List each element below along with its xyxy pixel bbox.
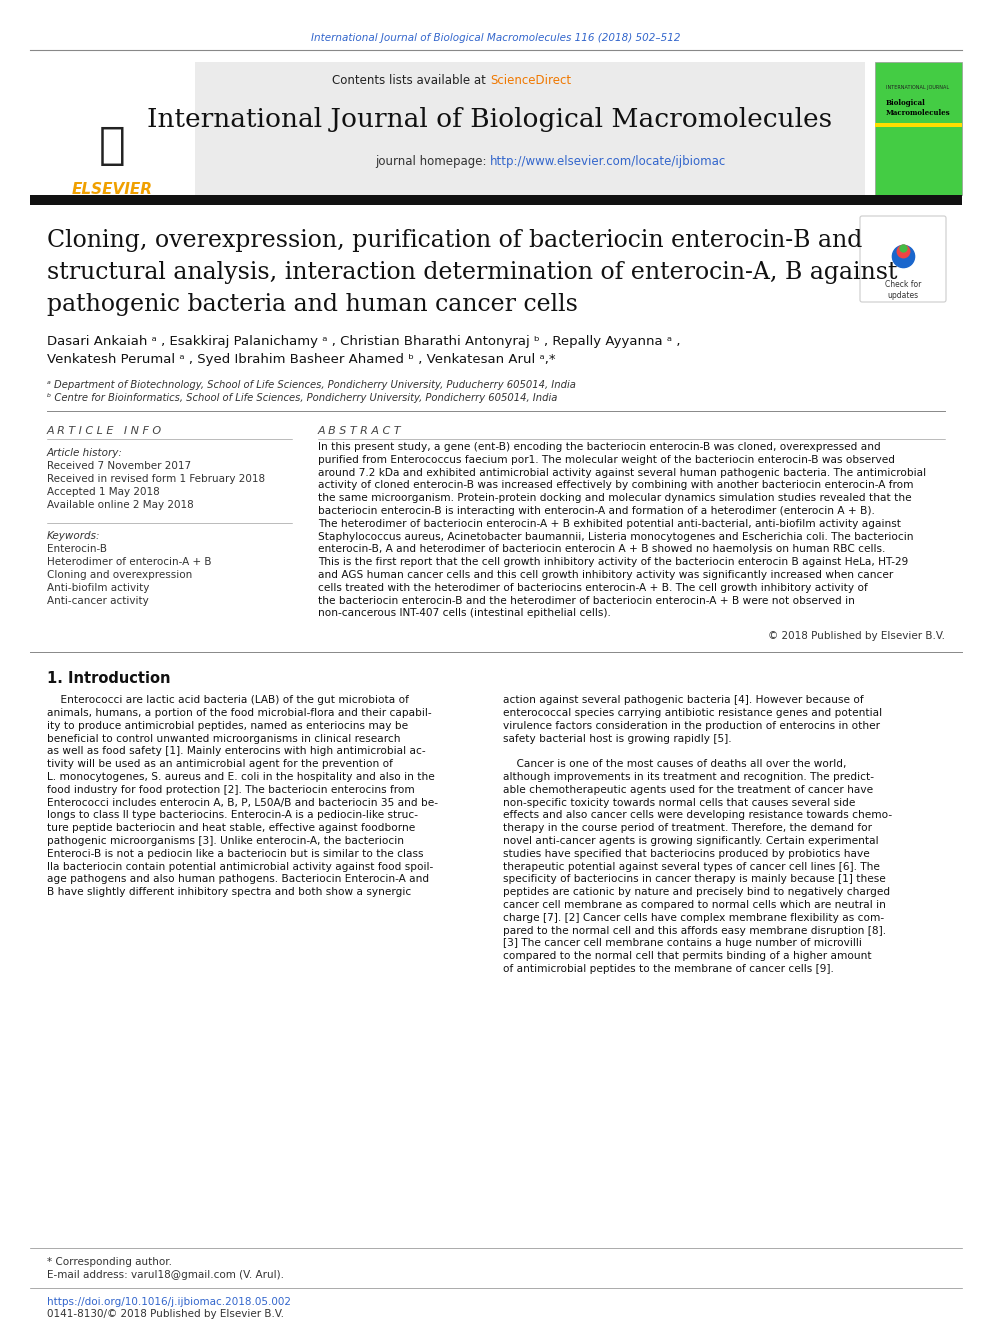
Text: cancer cell membrane as compared to normal cells which are neutral in: cancer cell membrane as compared to norm… [503,900,886,910]
Text: novel anti-cancer agents is growing significantly. Certain experimental: novel anti-cancer agents is growing sign… [503,836,879,845]
Text: the same microorganism. Protein-protein docking and molecular dynamics simulatio: the same microorganism. Protein-protein … [318,493,912,503]
Text: Contents lists available at: Contents lists available at [332,74,490,86]
Text: cells treated with the heterodimer of bacteriocins enterocin-A + B. The cell gro: cells treated with the heterodimer of ba… [318,583,868,593]
Text: around 7.2 kDa and exhibited antimicrobial activity against several human pathog: around 7.2 kDa and exhibited antimicrobi… [318,467,927,478]
Text: Cloning and overexpression: Cloning and overexpression [47,570,192,579]
Text: 🌲: 🌲 [98,123,125,167]
Text: pathogenic microorganisms [3]. Unlike enterocin-A, the bacteriocin: pathogenic microorganisms [3]. Unlike en… [47,836,404,845]
Text: http://www.elsevier.com/locate/ijbiomac: http://www.elsevier.com/locate/ijbiomac [490,156,726,168]
Text: peptides are cationic by nature and precisely bind to negatively charged: peptides are cationic by nature and prec… [503,888,890,897]
Text: Biological
Macromolecules: Biological Macromolecules [886,99,950,116]
Text: INTERNATIONAL JOURNAL: INTERNATIONAL JOURNAL [887,86,949,90]
Text: non-specific toxicity towards normal cells that causes several side: non-specific toxicity towards normal cel… [503,798,855,807]
Text: ture peptide bacteriocin and heat stable, effective against foodborne: ture peptide bacteriocin and heat stable… [47,823,416,833]
Bar [875,123,962,127]
Text: The heterodimer of bacteriocin enterocin-A + B exhibited potential anti-bacteria: The heterodimer of bacteriocin enterocin… [318,519,901,529]
Text: enterocin-B, A and heterodimer of bacteriocin enterocin A + B showed no haemolys: enterocin-B, A and heterodimer of bacter… [318,544,886,554]
Text: Cancer is one of the most causes of deaths all over the world,: Cancer is one of the most causes of deat… [503,759,846,769]
Text: action against several pathogenic bacteria [4]. However because of: action against several pathogenic bacter… [503,695,864,705]
Text: although improvements in its treatment and recognition. The predict-: although improvements in its treatment a… [503,773,874,782]
Text: ity to produce antimicrobial peptides, named as enteriocins may be: ity to produce antimicrobial peptides, n… [47,721,408,730]
Text: ELSEVIER: ELSEVIER [71,183,153,197]
Text: L. monocytogenes, S. aureus and E. coli in the hospitality and also in the: L. monocytogenes, S. aureus and E. coli … [47,773,434,782]
Text: E-mail address: varul18@gmail.com (V. Arul).: E-mail address: varul18@gmail.com (V. Ar… [47,1270,284,1279]
Text: IIa bacteriocin contain potential antimicrobial activity against food spoil-: IIa bacteriocin contain potential antimi… [47,861,434,872]
Text: ᵃ Department of Biotechnology, School of Life Sciences, Pondicherry University, : ᵃ Department of Biotechnology, School of… [47,380,576,390]
Text: non-cancerous INT-407 cells (intestinal epithelial cells).: non-cancerous INT-407 cells (intestinal … [318,609,611,618]
Text: Available online 2 May 2018: Available online 2 May 2018 [47,500,193,509]
Text: activity of cloned enterocin-B was increased effectively by combining with anoth: activity of cloned enterocin-B was incre… [318,480,914,491]
Text: * Corresponding author.: * Corresponding author. [47,1257,172,1267]
Text: enterococcal species carrying antibiotic resistance genes and potential: enterococcal species carrying antibiotic… [503,708,882,718]
Text: charge [7]. [2] Cancer cells have complex membrane flexibility as com-: charge [7]. [2] Cancer cells have comple… [503,913,884,923]
FancyBboxPatch shape [860,216,946,302]
Text: the bacteriocin enterocin-B and the heterodimer of bacteriocin enterocin-A + B w: the bacteriocin enterocin-B and the hete… [318,595,855,606]
Text: Staphylococcus aureus, Acinetobacter baumannii, Listeria monocytogenes and Esche: Staphylococcus aureus, Acinetobacter bau… [318,532,914,541]
Text: ScienceDirect: ScienceDirect [490,74,571,86]
Text: compared to the normal cell that permits binding of a higher amount: compared to the normal cell that permits… [503,951,872,962]
Text: safety bacterial host is growing rapidly [5].: safety bacterial host is growing rapidly… [503,733,732,744]
Text: and AGS human cancer cells and this cell growth inhibitory activity was signific: and AGS human cancer cells and this cell… [318,570,893,579]
Text: tivity will be used as an antimicrobial agent for the prevention of: tivity will be used as an antimicrobial … [47,759,393,769]
Text: of antimicrobial peptides to the membrane of cancer cells [9].: of antimicrobial peptides to the membran… [503,964,834,974]
Bar [195,62,865,194]
Text: specificity of bacteriocins in cancer therapy is mainly because [1] these: specificity of bacteriocins in cancer th… [503,875,886,884]
Text: pathogenic bacteria and human cancer cells: pathogenic bacteria and human cancer cel… [47,292,578,315]
Text: In this present study, a gene (ent-B) encoding the bacteriocin enterocin-B was c: In this present study, a gene (ent-B) en… [318,442,881,452]
Text: This is the first report that the cell growth inhibitory activity of the bacteri: This is the first report that the cell g… [318,557,909,568]
Text: food industry for food protection [2]. The bacteriocin enterocins from: food industry for food protection [2]. T… [47,785,415,795]
Text: ᵇ Centre for Bioinformatics, School of Life Sciences, Pondicherry University, Po: ᵇ Centre for Bioinformatics, School of L… [47,393,558,404]
Text: 1. Introduction: 1. Introduction [47,671,171,685]
Text: https://doi.org/10.1016/j.ijbiomac.2018.05.002: https://doi.org/10.1016/j.ijbiomac.2018.… [47,1297,291,1307]
Text: Cloning, overexpression, purification of bacteriocin enterocin-B and: Cloning, overexpression, purification of… [47,229,862,251]
Text: © 2018 Published by Elsevier B.V.: © 2018 Published by Elsevier B.V. [768,631,945,642]
Text: longs to class II type bacteriocins. Enterocin-A is a pediocin-like struc-: longs to class II type bacteriocins. Ent… [47,811,418,820]
Text: pared to the normal cell and this affords easy membrane disruption [8].: pared to the normal cell and this afford… [503,926,886,935]
Text: bacteriocin enterocin-B is interacting with enterocin-A and formation of a heter: bacteriocin enterocin-B is interacting w… [318,505,875,516]
Text: Check for
updates: Check for updates [885,280,922,300]
Text: Enterococci includes enterocin A, B, P, L50A/B and bacteriocin 35 and be-: Enterococci includes enterocin A, B, P, … [47,798,438,807]
Text: therapy in the course period of treatment. Therefore, the demand for: therapy in the course period of treatmen… [503,823,872,833]
Text: journal homepage:: journal homepage: [375,156,490,168]
Text: virulence factors consideration in the production of enterocins in other: virulence factors consideration in the p… [503,721,880,730]
Text: Enterocin-B: Enterocin-B [47,544,107,554]
Text: B have slightly different inhibitory spectra and both show a synergic: B have slightly different inhibitory spe… [47,888,412,897]
Text: studies have specified that bacteriocins produced by probiotics have: studies have specified that bacteriocins… [503,849,870,859]
Text: A R T I C L E   I N F O: A R T I C L E I N F O [47,426,162,437]
Text: animals, humans, a portion of the food microbial-flora and their capabil-: animals, humans, a portion of the food m… [47,708,432,718]
Text: effects and also cancer cells were developing resistance towards chemo-: effects and also cancer cells were devel… [503,811,892,820]
Text: therapeutic potential against several types of cancer cell lines [6]. The: therapeutic potential against several ty… [503,861,880,872]
Text: as well as food safety [1]. Mainly enterocins with high antimicrobial ac-: as well as food safety [1]. Mainly enter… [47,746,426,757]
Text: structural analysis, interaction determination of enterocin-A, B against: structural analysis, interaction determi… [47,261,898,283]
Text: Anti-biofilm activity: Anti-biofilm activity [47,583,150,593]
Bar [30,194,962,205]
Bar [875,62,962,194]
Text: Heterodimer of enterocin-A + B: Heterodimer of enterocin-A + B [47,557,211,568]
Text: Article history:: Article history: [47,448,123,458]
Text: Received 7 November 2017: Received 7 November 2017 [47,460,191,471]
Text: Received in revised form 1 February 2018: Received in revised form 1 February 2018 [47,474,265,484]
Text: International Journal of Biological Macromolecules 116 (2018) 502–512: International Journal of Biological Macr… [311,33,681,44]
Text: Dasari Ankaiah ᵃ , Esakkiraj Palanichamy ᵃ , Christian Bharathi Antonyraj ᵇ , Re: Dasari Ankaiah ᵃ , Esakkiraj Palanichamy… [47,336,681,348]
Text: Anti-cancer activity: Anti-cancer activity [47,595,149,606]
Text: A B S T R A C T: A B S T R A C T [318,426,402,437]
Text: age pathogens and also human pathogens. Bacteriocin Enterocin-A and: age pathogens and also human pathogens. … [47,875,430,884]
Text: Venkatesh Perumal ᵃ , Syed Ibrahim Basheer Ahamed ᵇ , Venkatesan Arul ᵃ,*: Venkatesh Perumal ᵃ , Syed Ibrahim Bashe… [47,353,556,366]
Text: International Journal of Biological Macromolecules: International Journal of Biological Macr… [148,107,832,132]
Text: Enteroci-B is not a pediocin like a bacteriocin but is similar to the class: Enteroci-B is not a pediocin like a bact… [47,849,424,859]
Text: [3] The cancer cell membrane contains a huge number of microvilli: [3] The cancer cell membrane contains a … [503,938,862,949]
Text: Keywords:: Keywords: [47,531,100,541]
Bar [30,62,195,194]
Text: 0141-8130/© 2018 Published by Elsevier B.V.: 0141-8130/© 2018 Published by Elsevier B… [47,1308,284,1319]
Text: purified from Enterococcus faecium por1. The molecular weight of the bacteriocin: purified from Enterococcus faecium por1.… [318,455,895,464]
Text: Accepted 1 May 2018: Accepted 1 May 2018 [47,487,160,497]
Text: Enterococci are lactic acid bacteria (LAB) of the gut microbiota of: Enterococci are lactic acid bacteria (LA… [47,695,409,705]
Text: beneficial to control unwanted microorganisms in clinical research: beneficial to control unwanted microorga… [47,733,401,744]
Text: able chemotherapeutic agents used for the treatment of cancer have: able chemotherapeutic agents used for th… [503,785,873,795]
